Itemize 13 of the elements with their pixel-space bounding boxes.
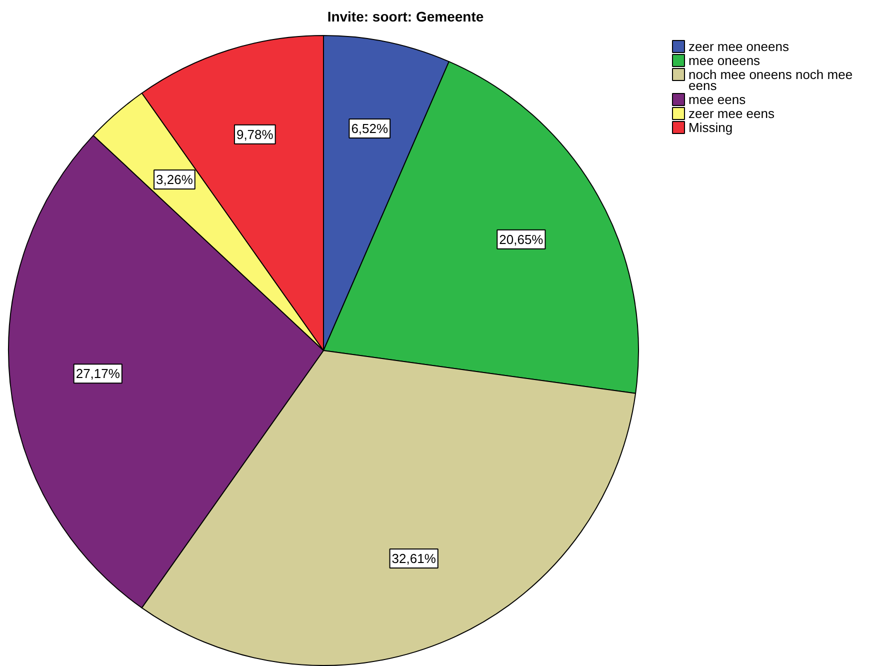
legend-label: mee eens bbox=[688, 92, 746, 107]
data-label: 3,26% bbox=[156, 172, 194, 188]
data-label: 20,65% bbox=[499, 232, 544, 247]
legend-label: noch mee oneens noch mee eens bbox=[688, 67, 853, 93]
data-label: 32,61% bbox=[392, 551, 436, 566]
chart-title: Invite: soort: Gemeente bbox=[327, 8, 484, 24]
data-label: 6,52% bbox=[351, 120, 389, 136]
data-label: 27,17% bbox=[76, 366, 120, 382]
legend-label: Missing bbox=[688, 120, 733, 135]
legend-label: zeer mee oneens bbox=[688, 39, 790, 54]
legend-label: mee oneens bbox=[688, 53, 761, 68]
legend-label: zeer mee eens bbox=[688, 106, 775, 121]
data-label: 9,78% bbox=[236, 126, 274, 142]
